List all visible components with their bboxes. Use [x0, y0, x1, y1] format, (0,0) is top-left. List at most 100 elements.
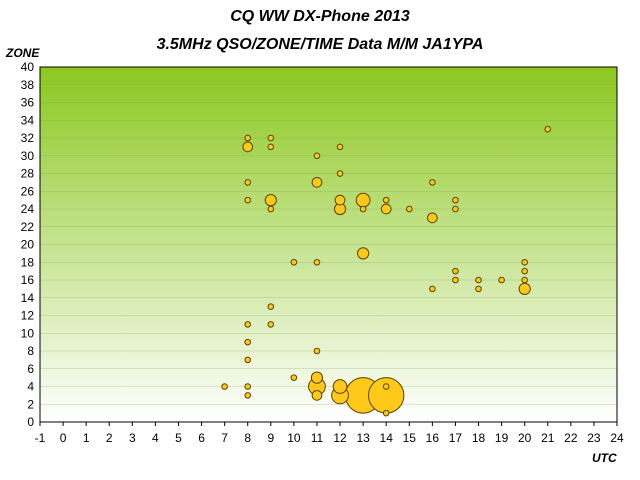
data-point: [313, 347, 321, 355]
data-point: [290, 374, 298, 381]
x-tick-label: 5: [175, 431, 182, 445]
x-tick-label: 9: [267, 431, 274, 445]
data-point: [521, 267, 528, 275]
data-point: [310, 371, 324, 384]
data-point: [244, 356, 252, 364]
chart-title: CQ WW DX-Phone 2013: [230, 8, 410, 25]
data-point: [429, 285, 436, 293]
y-tick-label: 2: [27, 397, 34, 411]
data-point: [267, 321, 275, 328]
data-point: [521, 258, 528, 266]
y-tick-label: 28: [21, 167, 35, 181]
data-point: [244, 321, 252, 328]
data-point: [380, 203, 392, 215]
data-point: [382, 409, 390, 417]
x-tick-label: 23: [587, 431, 601, 445]
data-point: [452, 205, 459, 213]
y-tick-label: 0: [27, 415, 34, 429]
data-point: [290, 258, 298, 266]
x-tick-label: 17: [449, 431, 463, 445]
y-tick-label: 4: [27, 380, 34, 394]
x-tick-label: 24: [610, 431, 624, 445]
x-tick-label: 4: [152, 431, 159, 445]
x-tick-label: 8: [244, 431, 251, 445]
x-tick-labels: -1 0 1 2 3 4 5 6 7 8 9 10 11 12 13 14 15 16 17 18 19 20 21 22 23…: [35, 431, 624, 445]
x-tick-label: 7: [221, 431, 228, 445]
y-tick-label: 10: [21, 326, 35, 340]
data-point: [429, 179, 436, 186]
data-point: [311, 390, 323, 401]
data-point: [475, 276, 482, 284]
x-tick-label: 13: [356, 431, 370, 445]
data-point: [357, 247, 370, 260]
y-axis-label: ZONE: [6, 46, 40, 60]
y-tick-label: 18: [21, 255, 35, 269]
x-tick-label: 21: [541, 431, 555, 445]
data-point: [367, 377, 405, 414]
data-point: [382, 383, 390, 390]
data-point: [544, 125, 552, 133]
data-point: [336, 170, 344, 177]
data-point: [267, 143, 275, 151]
y-tick-label: 32: [21, 131, 35, 145]
data-points: [221, 125, 552, 417]
data-point: [355, 192, 371, 208]
y-tick-label: 26: [21, 184, 35, 198]
y-tick-label: 24: [21, 202, 35, 216]
data-point: [267, 303, 275, 310]
x-tick-label: 15: [403, 431, 417, 445]
data-point: [244, 196, 252, 204]
y-tick-label: 38: [21, 78, 35, 92]
data-point: [267, 205, 275, 213]
data-point: [452, 276, 459, 284]
x-tick-label: 1: [83, 431, 90, 445]
data-point: [359, 205, 367, 213]
data-point: [521, 276, 528, 284]
x-tick-label: 22: [564, 431, 578, 445]
y-tick-label: 40: [21, 60, 35, 74]
plot-area: [40, 67, 617, 422]
x-tick-label: 11: [311, 431, 324, 445]
data-point: [336, 143, 344, 151]
data-point: [221, 383, 228, 390]
data-point: [244, 383, 252, 390]
y-tick-label: 12: [21, 309, 35, 323]
data-point: [382, 196, 390, 204]
y-tick-label: 20: [21, 238, 35, 252]
data-point: [427, 212, 438, 224]
data-point: [264, 194, 277, 207]
data-point: [475, 285, 482, 293]
x-tick-label: 16: [426, 431, 440, 445]
data-point: [498, 276, 505, 284]
y-tick-label: 34: [21, 113, 35, 127]
data-point: [244, 179, 252, 186]
data-point: [452, 196, 459, 204]
data-point: [332, 379, 348, 394]
y-tick-label: 22: [21, 220, 35, 234]
x-axis-label: UTC: [592, 451, 617, 465]
x-tick-label: 2: [106, 431, 113, 445]
data-point: [313, 152, 321, 160]
y-tick-label: 8: [27, 344, 34, 358]
y-tick-label: 36: [21, 96, 35, 110]
plot-border: [39, 66, 618, 423]
data-point: [244, 338, 252, 346]
y-tick-label: 16: [21, 273, 35, 287]
y-tick-label: 6: [27, 362, 34, 376]
chart-subtitle: 3.5MHz QSO/ZONE/TIME Data M/M JA1YPA: [156, 36, 484, 53]
x-tick-label: 0: [60, 431, 67, 445]
data-point: [313, 258, 321, 266]
x-tick-label: 20: [518, 431, 532, 445]
data-point: [242, 141, 254, 153]
x-tick-label: 18: [472, 431, 486, 445]
y-tick-label: 30: [21, 149, 35, 163]
x-tick-label: 14: [380, 431, 394, 445]
x-tick-label: 3: [129, 431, 136, 445]
data-point: [311, 177, 323, 188]
x-tick-label: -1: [35, 431, 46, 445]
data-point: [244, 134, 252, 142]
data-point: [267, 134, 275, 142]
x-tick-label: 19: [495, 431, 509, 445]
